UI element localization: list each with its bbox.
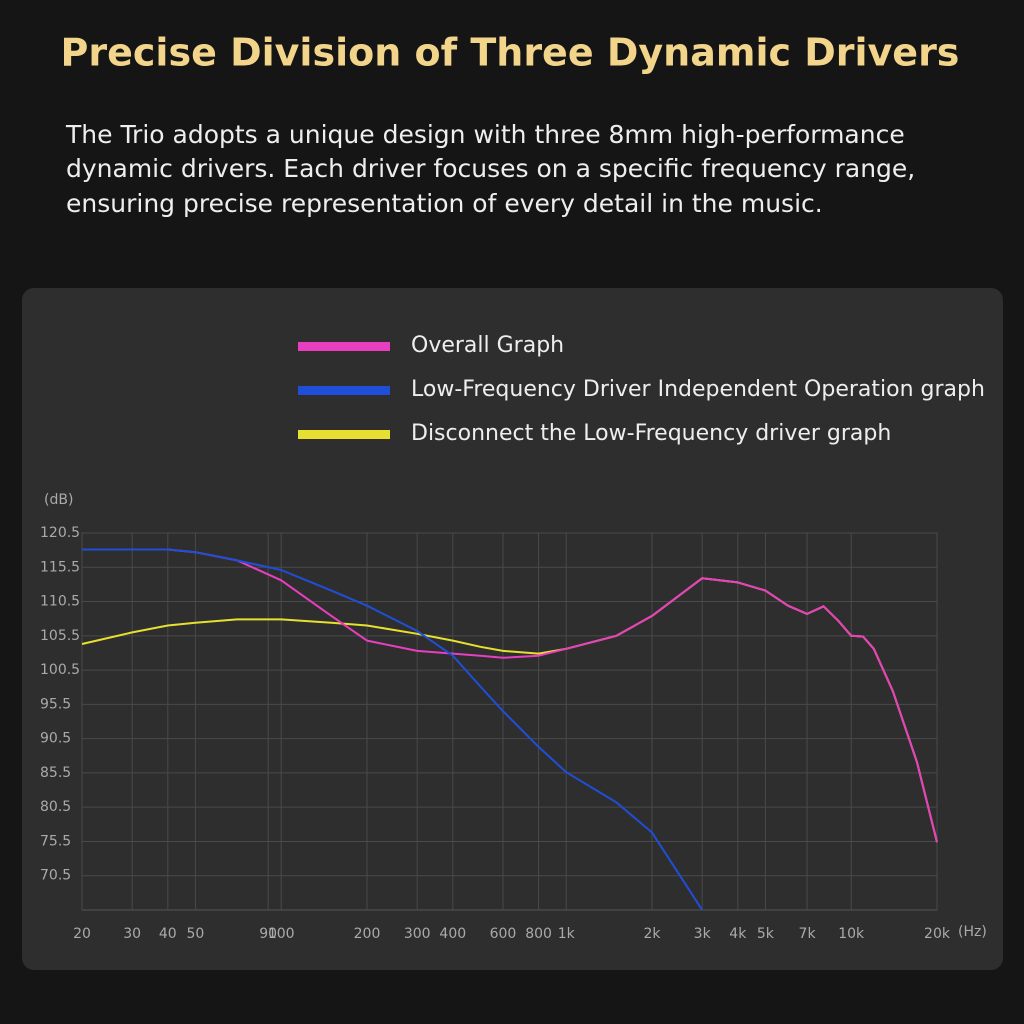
x-tick-label: 7k xyxy=(799,926,817,942)
y-tick-label: 100.5 xyxy=(40,662,80,678)
title: Precise Division of Three Dynamic Driver… xyxy=(61,31,960,75)
legend-label: Disconnect the Low-Frequency driver grap… xyxy=(411,421,891,446)
x-tick-label: 4k xyxy=(729,926,747,942)
y-axis-label: (dB) xyxy=(44,492,73,508)
x-axis-label: (Hz) xyxy=(958,924,987,940)
x-tick-label: 30 xyxy=(123,926,141,942)
y-tick-label: 105.5 xyxy=(40,628,80,644)
legend-swatch xyxy=(298,342,390,351)
subtitle-line: dynamic drivers. Each driver focuses on … xyxy=(66,154,915,183)
x-tick-label: 200 xyxy=(354,926,381,942)
y-tick-label: 115.5 xyxy=(40,559,80,575)
y-tick-label: 70.5 xyxy=(40,868,71,884)
x-tick-label: 20 xyxy=(73,926,91,942)
x-tick-label: 20k xyxy=(924,926,951,942)
subtitle-line: The Trio adopts a unique design with thr… xyxy=(65,120,905,149)
series-line xyxy=(82,548,704,911)
x-tick-label: 800 xyxy=(525,926,552,942)
x-tick-label: 2k xyxy=(643,926,661,942)
y-tick-label: 85.5 xyxy=(40,765,71,781)
y-tick-label: 80.5 xyxy=(40,799,71,815)
x-tick-label: 10k xyxy=(838,926,865,942)
x-tick-label: 400 xyxy=(439,926,466,942)
subtitle-line: ensuring precise representation of every… xyxy=(66,189,823,218)
legend-label: Low-Frequency Driver Independent Operati… xyxy=(411,377,985,402)
x-tick-label: 5k xyxy=(757,926,775,942)
x-tick-label: 90 xyxy=(259,926,277,942)
x-tick-label: 1k xyxy=(558,926,576,942)
y-tick-label: 120.5 xyxy=(40,525,80,541)
x-tick-label: 300 xyxy=(404,926,431,942)
x-tick-label: 3k xyxy=(694,926,712,942)
y-tick-label: 110.5 xyxy=(40,594,80,610)
y-tick-label: 95.5 xyxy=(40,696,71,712)
series-line xyxy=(82,548,938,843)
legend-swatch xyxy=(298,386,390,395)
legend-label: Overall Graph xyxy=(411,333,564,358)
x-tick-label: 40 xyxy=(159,926,177,942)
chart-panel xyxy=(22,288,1003,970)
x-tick-label: 100 xyxy=(268,926,295,942)
y-tick-label: 75.5 xyxy=(40,833,71,849)
y-tick-label: 90.5 xyxy=(40,731,71,747)
x-tick-label: 600 xyxy=(490,926,517,942)
legend-swatch xyxy=(298,430,390,439)
x-tick-label: 50 xyxy=(186,926,204,942)
